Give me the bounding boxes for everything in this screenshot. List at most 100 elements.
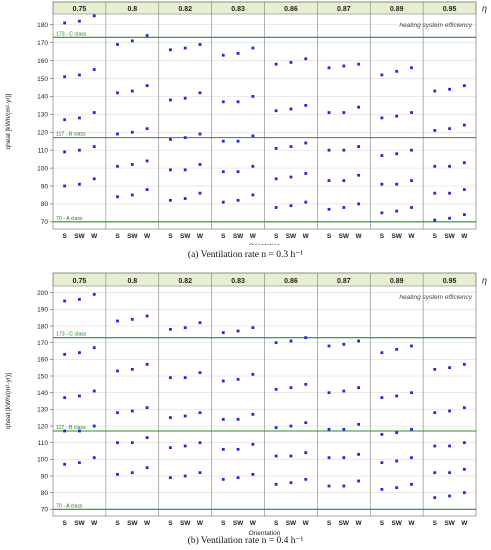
data-point: [236, 447, 240, 451]
data-point: [130, 471, 134, 475]
y-tick-label: 200: [37, 290, 48, 297]
data-point: [251, 442, 255, 446]
y-tick-label: 100: [37, 457, 48, 464]
data-point: [183, 168, 187, 172]
data-point: [342, 148, 346, 152]
data-point: [462, 213, 466, 217]
data-point: [251, 164, 255, 168]
data-point: [274, 177, 278, 181]
data-point: [183, 197, 187, 200]
y-tick-label: 130: [37, 112, 48, 119]
data-point: [78, 73, 81, 77]
x-tick-label: SW: [233, 520, 244, 527]
y-tick-label: 90: [41, 183, 49, 190]
data-point: [462, 467, 466, 471]
data-point: [462, 491, 466, 495]
data-point: [92, 68, 96, 71]
data-point: [145, 406, 149, 410]
data-point: [342, 64, 346, 68]
data-point: [198, 91, 202, 95]
panel-title: 0.75: [73, 6, 87, 13]
y-axis-label: qheat [kWh/(m²·yr)]: [5, 373, 12, 429]
x-tick-label: S: [115, 520, 120, 527]
data-point: [289, 204, 293, 208]
data-point: [130, 39, 134, 43]
x-tick-label: S: [433, 520, 438, 527]
x-tick-label: W: [461, 233, 468, 240]
y-tick-label: 180: [37, 323, 48, 330]
class-label: 173 - C class: [56, 31, 87, 37]
data-point: [433, 367, 437, 371]
data-point: [274, 62, 278, 66]
y-tick-label: 150: [37, 373, 48, 380]
x-tick-label: W: [408, 233, 415, 240]
data-point: [221, 100, 225, 104]
data-point: [130, 409, 134, 413]
data-point: [327, 179, 331, 183]
data-point: [289, 107, 293, 111]
data-point: [183, 46, 187, 50]
data-point: [395, 394, 399, 398]
data-point: [168, 138, 172, 141]
data-point: [395, 69, 399, 73]
data-point: [168, 376, 172, 380]
data-point: [251, 193, 255, 197]
data-point: [380, 487, 384, 491]
x-tick-label: W: [250, 233, 257, 240]
data-point: [304, 451, 308, 455]
data-point: [78, 351, 81, 355]
data-point: [221, 331, 225, 335]
y-axis-label: qheat [kWh/(m²·yr)]: [5, 93, 12, 149]
y-tick-label: 170: [37, 340, 48, 347]
data-point: [251, 46, 255, 50]
data-point: [433, 89, 437, 93]
data-point: [410, 148, 413, 152]
data-point: [462, 188, 466, 191]
data-point: [92, 456, 96, 460]
data-point: [251, 134, 255, 138]
data-point: [145, 84, 149, 88]
panel-title: 0.83: [231, 6, 245, 13]
x-tick-label: S: [62, 233, 67, 240]
x-tick-label: SW: [391, 233, 402, 240]
data-point: [289, 481, 293, 485]
data-point: [130, 163, 134, 166]
data-point: [78, 461, 81, 465]
data-point: [145, 362, 149, 366]
data-point: [236, 476, 240, 480]
plot-frame: [52, 272, 477, 517]
data-point: [448, 494, 451, 498]
data-point: [410, 456, 413, 460]
x-tick-label: W: [197, 233, 204, 240]
y-tick-label: 90: [41, 473, 49, 480]
data-point: [395, 347, 399, 351]
data-point: [116, 164, 119, 168]
panel-title: 0.8: [127, 278, 137, 285]
data-point: [327, 344, 331, 348]
data-point: [342, 179, 346, 183]
y-tick-label: 160: [37, 58, 48, 65]
data-point: [183, 376, 187, 380]
data-point: [221, 200, 225, 204]
data-point: [63, 429, 67, 433]
data-point: [236, 100, 240, 104]
data-point: [357, 479, 361, 483]
data-point: [410, 482, 413, 486]
data-point: [342, 484, 346, 488]
class-label: 70 - A class: [56, 216, 83, 222]
plot-frame: [52, 1, 477, 230]
data-point: [198, 411, 202, 415]
data-point: [304, 421, 308, 425]
data-point: [92, 424, 96, 428]
data-point: [251, 372, 255, 376]
y-tick-label: 120: [37, 423, 48, 430]
data-point: [236, 377, 240, 381]
data-point: [395, 431, 399, 435]
data-point: [116, 319, 119, 323]
panel-title: 0.86: [284, 278, 298, 285]
x-tick-label: W: [303, 233, 310, 240]
data-point: [327, 456, 331, 460]
data-point: [251, 95, 255, 98]
data-point: [183, 96, 187, 100]
data-point: [236, 329, 240, 333]
